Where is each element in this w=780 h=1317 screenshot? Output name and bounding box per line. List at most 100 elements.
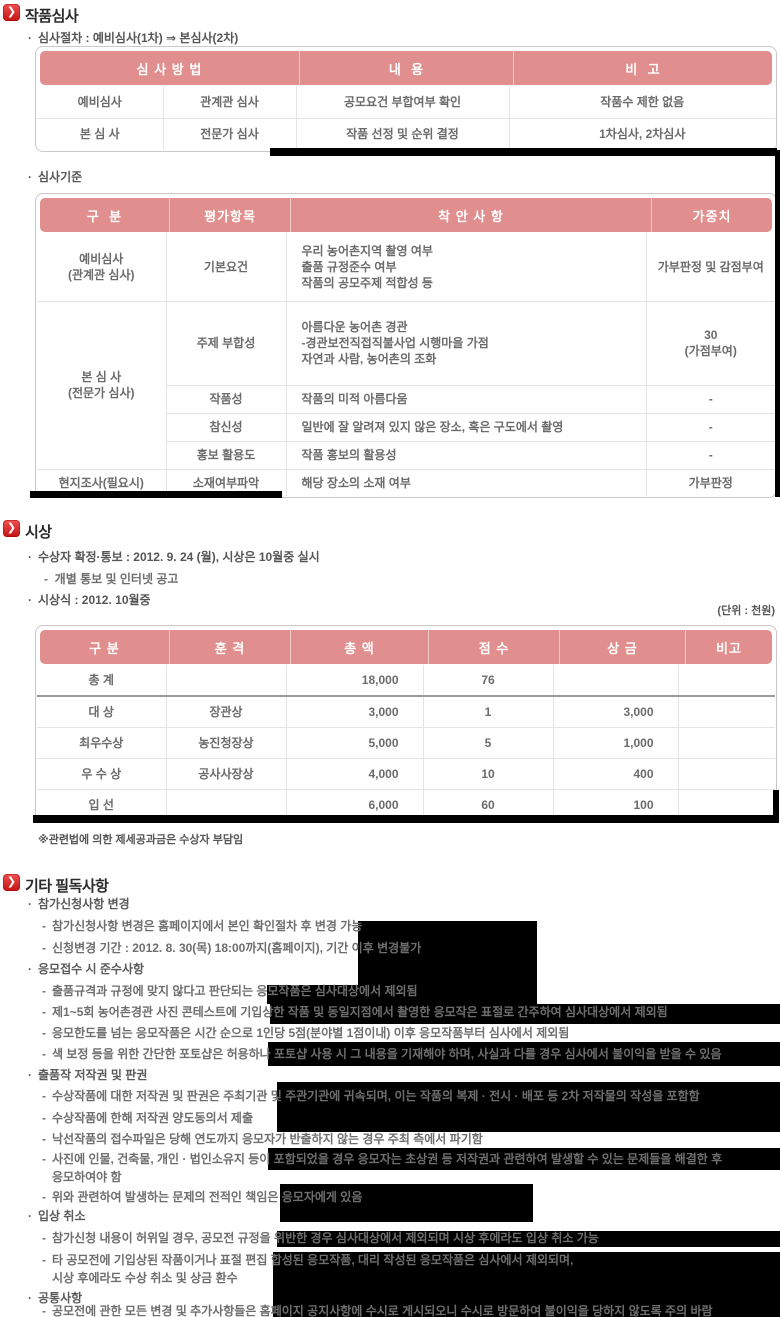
note-text: 입상 취소 — [38, 1209, 86, 1223]
table2-header: 구 분 평가항목 착 안 사 항 가중치 — [40, 198, 772, 232]
bullet-dot: · — [28, 550, 32, 564]
bullet-dot: · — [28, 1068, 32, 1082]
cell: 작품수 제한 없음 — [600, 94, 685, 109]
note-text: 응모한도를 넘는 응모작품은 시간 순으로 1인당 5점(분야별 1점이내) 이… — [52, 1026, 570, 1040]
note-text: 참가신청사항 변경은 홈페이지에서 본인 확인절차 후 변경 가능 — [52, 919, 363, 933]
cell: 작품성 — [166, 384, 287, 413]
bullet-dot: - — [42, 1190, 46, 1204]
cell: 1 — [423, 695, 554, 727]
unit-note: (단위 : 천원) — [717, 605, 775, 617]
bullet-dot: - — [42, 1111, 46, 1125]
cell: 1,000 — [553, 726, 679, 758]
bullet-dot: · — [28, 1291, 32, 1305]
note-text: 사진에 인물, 건축물, 개인 · 법인소유지 등이 포함되었을 경우 응모자는… — [52, 1152, 723, 1184]
cell: - — [646, 384, 775, 413]
cell: 본 심 사 — [37, 117, 164, 150]
table-row: 우 수 상 공사사장상 4,000 10 400 — [37, 757, 775, 789]
redaction-block — [773, 790, 779, 823]
table3-header-rank: 훈 격 — [169, 630, 290, 664]
note-item: - 사진에 인물, 건축물, 개인 · 법인소유지 등이 포함되었을 경우 응모자… — [42, 1151, 722, 1186]
redaction-block — [270, 148, 777, 156]
table-row: 참신성 일반에 잘 알려져 있지 않은 장소, 혹은 구도에서 촬영 - — [37, 412, 775, 441]
table-row: 본 심 사 (전문가 심사) 주제 부합성 아름다운 농어촌 경관 -경관보전직… — [37, 300, 775, 469]
cell: 76 — [423, 665, 554, 697]
cell: 우리 농어촌지역 촬영 여부 출품 규정준수 여부 작품의 공모주제 적합성 등 — [286, 233, 647, 301]
bullet-dot: · — [28, 593, 32, 607]
table-row-total: 총 계 18,000 76 — [37, 665, 775, 697]
table-row: 작품성 작품의 미적 아름다움 - — [37, 384, 775, 413]
bullet-dot: - — [42, 1047, 46, 1061]
bullet-dot: - — [42, 1132, 46, 1146]
cell-group: 본 심 사 (전문가 심사) — [37, 300, 167, 469]
cell — [678, 788, 775, 820]
note-heading: · 입상 취소 — [28, 1208, 86, 1226]
cell — [166, 665, 287, 697]
table3-header: 구 분 훈 격 총 액 점 수 상 금 비고 — [40, 630, 772, 664]
bullet-dot: - — [42, 1231, 46, 1245]
cell: 관계관 심사 — [163, 86, 297, 118]
cell — [678, 665, 775, 697]
cell: 60 — [423, 788, 554, 820]
table1-body: 예비심사 관계관 심사 공모요건 부합여부 확인 작품수 제한 없음 본 심 사… — [37, 86, 775, 150]
redaction-block — [267, 985, 537, 1004]
table2-body: 예비심사 (관계관 심사) 기본요건 우리 농어촌지역 촬영 여부 출품 규정준… — [37, 233, 775, 496]
note-text: 참가신청사항 변경 — [38, 897, 130, 911]
note-text: 수상작품에 한해 저작권 양도동의서 제출 — [52, 1111, 254, 1125]
cell: 홍보 활용도 — [166, 440, 287, 469]
cell: 일반에 잘 알려져 있지 않은 장소, 혹은 구도에서 촬영 — [286, 412, 647, 441]
cell: 1차심사, 2차심사 — [509, 117, 775, 150]
tax-footnote: ※관련법에 의한 제세공과금은 수상자 부담임 — [38, 834, 244, 846]
award-confirm-bullet: · 수상자 확정·통보 : 2012. 9. 24 (월), 시상은 10월중 실… — [28, 550, 320, 564]
table3-header-count: 점 수 — [428, 630, 559, 664]
table-row: 최우수상 농진청장상 5,000 5 1,000 — [37, 726, 775, 758]
table-row: 입 선 6,000 60 100 — [37, 788, 775, 820]
cell — [678, 726, 775, 758]
cell: 우 수 상 — [37, 757, 167, 789]
section-arrow-icon: ❯ — [3, 4, 20, 21]
cell — [678, 757, 775, 789]
note-text: 응모접수 시 준수사항 — [38, 962, 145, 976]
review-method-table: 심 사 방 법 내 용 비 고 예비심사 관계관 심사 공모요건 부합여부 확인… — [35, 46, 777, 152]
note-heading: · 공통사항 — [28, 1290, 82, 1308]
cell: 5 — [423, 726, 554, 758]
cell: 6,000 — [286, 788, 424, 820]
cell: 가부판정 — [646, 468, 775, 496]
table1-header-method: 심 사 방 법 — [136, 61, 203, 77]
cell: 참신성 — [166, 412, 287, 441]
section-title-review: 작품심사 — [25, 8, 79, 25]
cell: 작품 홍보의 활용성 — [286, 440, 647, 469]
section-title-etc: 기타 필독사항 — [25, 878, 109, 895]
cell: 예비심사 (관계관 심사) — [37, 233, 167, 301]
cell: 총 계 — [37, 665, 167, 697]
cell: 공사사장상 — [166, 757, 287, 789]
bullet-dot: - — [42, 1026, 46, 1040]
cell: 18,000 — [286, 665, 424, 697]
cell: - — [646, 412, 775, 441]
note-text: 출품규격과 규정에 맞지 않다고 판단되는 응모작품은 심사대상에서 제외됨 — [52, 984, 418, 998]
redaction-block — [30, 491, 282, 498]
cell: 3,000 — [553, 695, 679, 727]
redaction-block — [280, 1184, 533, 1222]
cell: 작품의 미적 아름다움 — [286, 384, 647, 413]
note-text: 제1~5회 농어촌경관 사진 콘테스트에 기입상한 작품 및 동일지점에서 촬영… — [52, 1005, 668, 1019]
table2-header-class: 구 분 — [86, 208, 123, 224]
cell — [166, 788, 287, 820]
note-text: 위와 관련하여 발생하는 문제의 전적인 책임은 응모자에게 있음 — [52, 1190, 363, 1204]
bullet-dot: - — [42, 1304, 46, 1317]
cell: 예비심사 — [37, 86, 164, 118]
table-row: 대 상 장관상 3,000 1 3,000 — [37, 695, 775, 727]
cell: 가부판정 및 감점부여 — [657, 259, 764, 274]
bullet-dot: · — [28, 170, 32, 184]
bullet-dot: · — [28, 1209, 32, 1223]
redaction-block — [273, 1252, 780, 1317]
redaction-block — [268, 1148, 780, 1170]
note-item: - 공모전에 관한 모든 변경 및 추가사항들은 홈페이지 공지사항에 수시로 게… — [42, 1303, 713, 1317]
table3-header-prize: 상 금 — [559, 630, 685, 664]
redaction-block — [33, 815, 777, 823]
table-row: 홍보 활용도 작품 홍보의 활용성 - — [37, 440, 775, 469]
cell: 대 상 — [37, 695, 167, 727]
bullet-dot: - — [42, 1253, 46, 1267]
note-item: - 참가신청 내용이 허위일 경우, 공모전 규정을 위반한 경우 심사대상에서 … — [42, 1230, 599, 1248]
table3-header-total: 총 액 — [290, 630, 428, 664]
cell: 30 (가점부여) — [646, 300, 775, 385]
